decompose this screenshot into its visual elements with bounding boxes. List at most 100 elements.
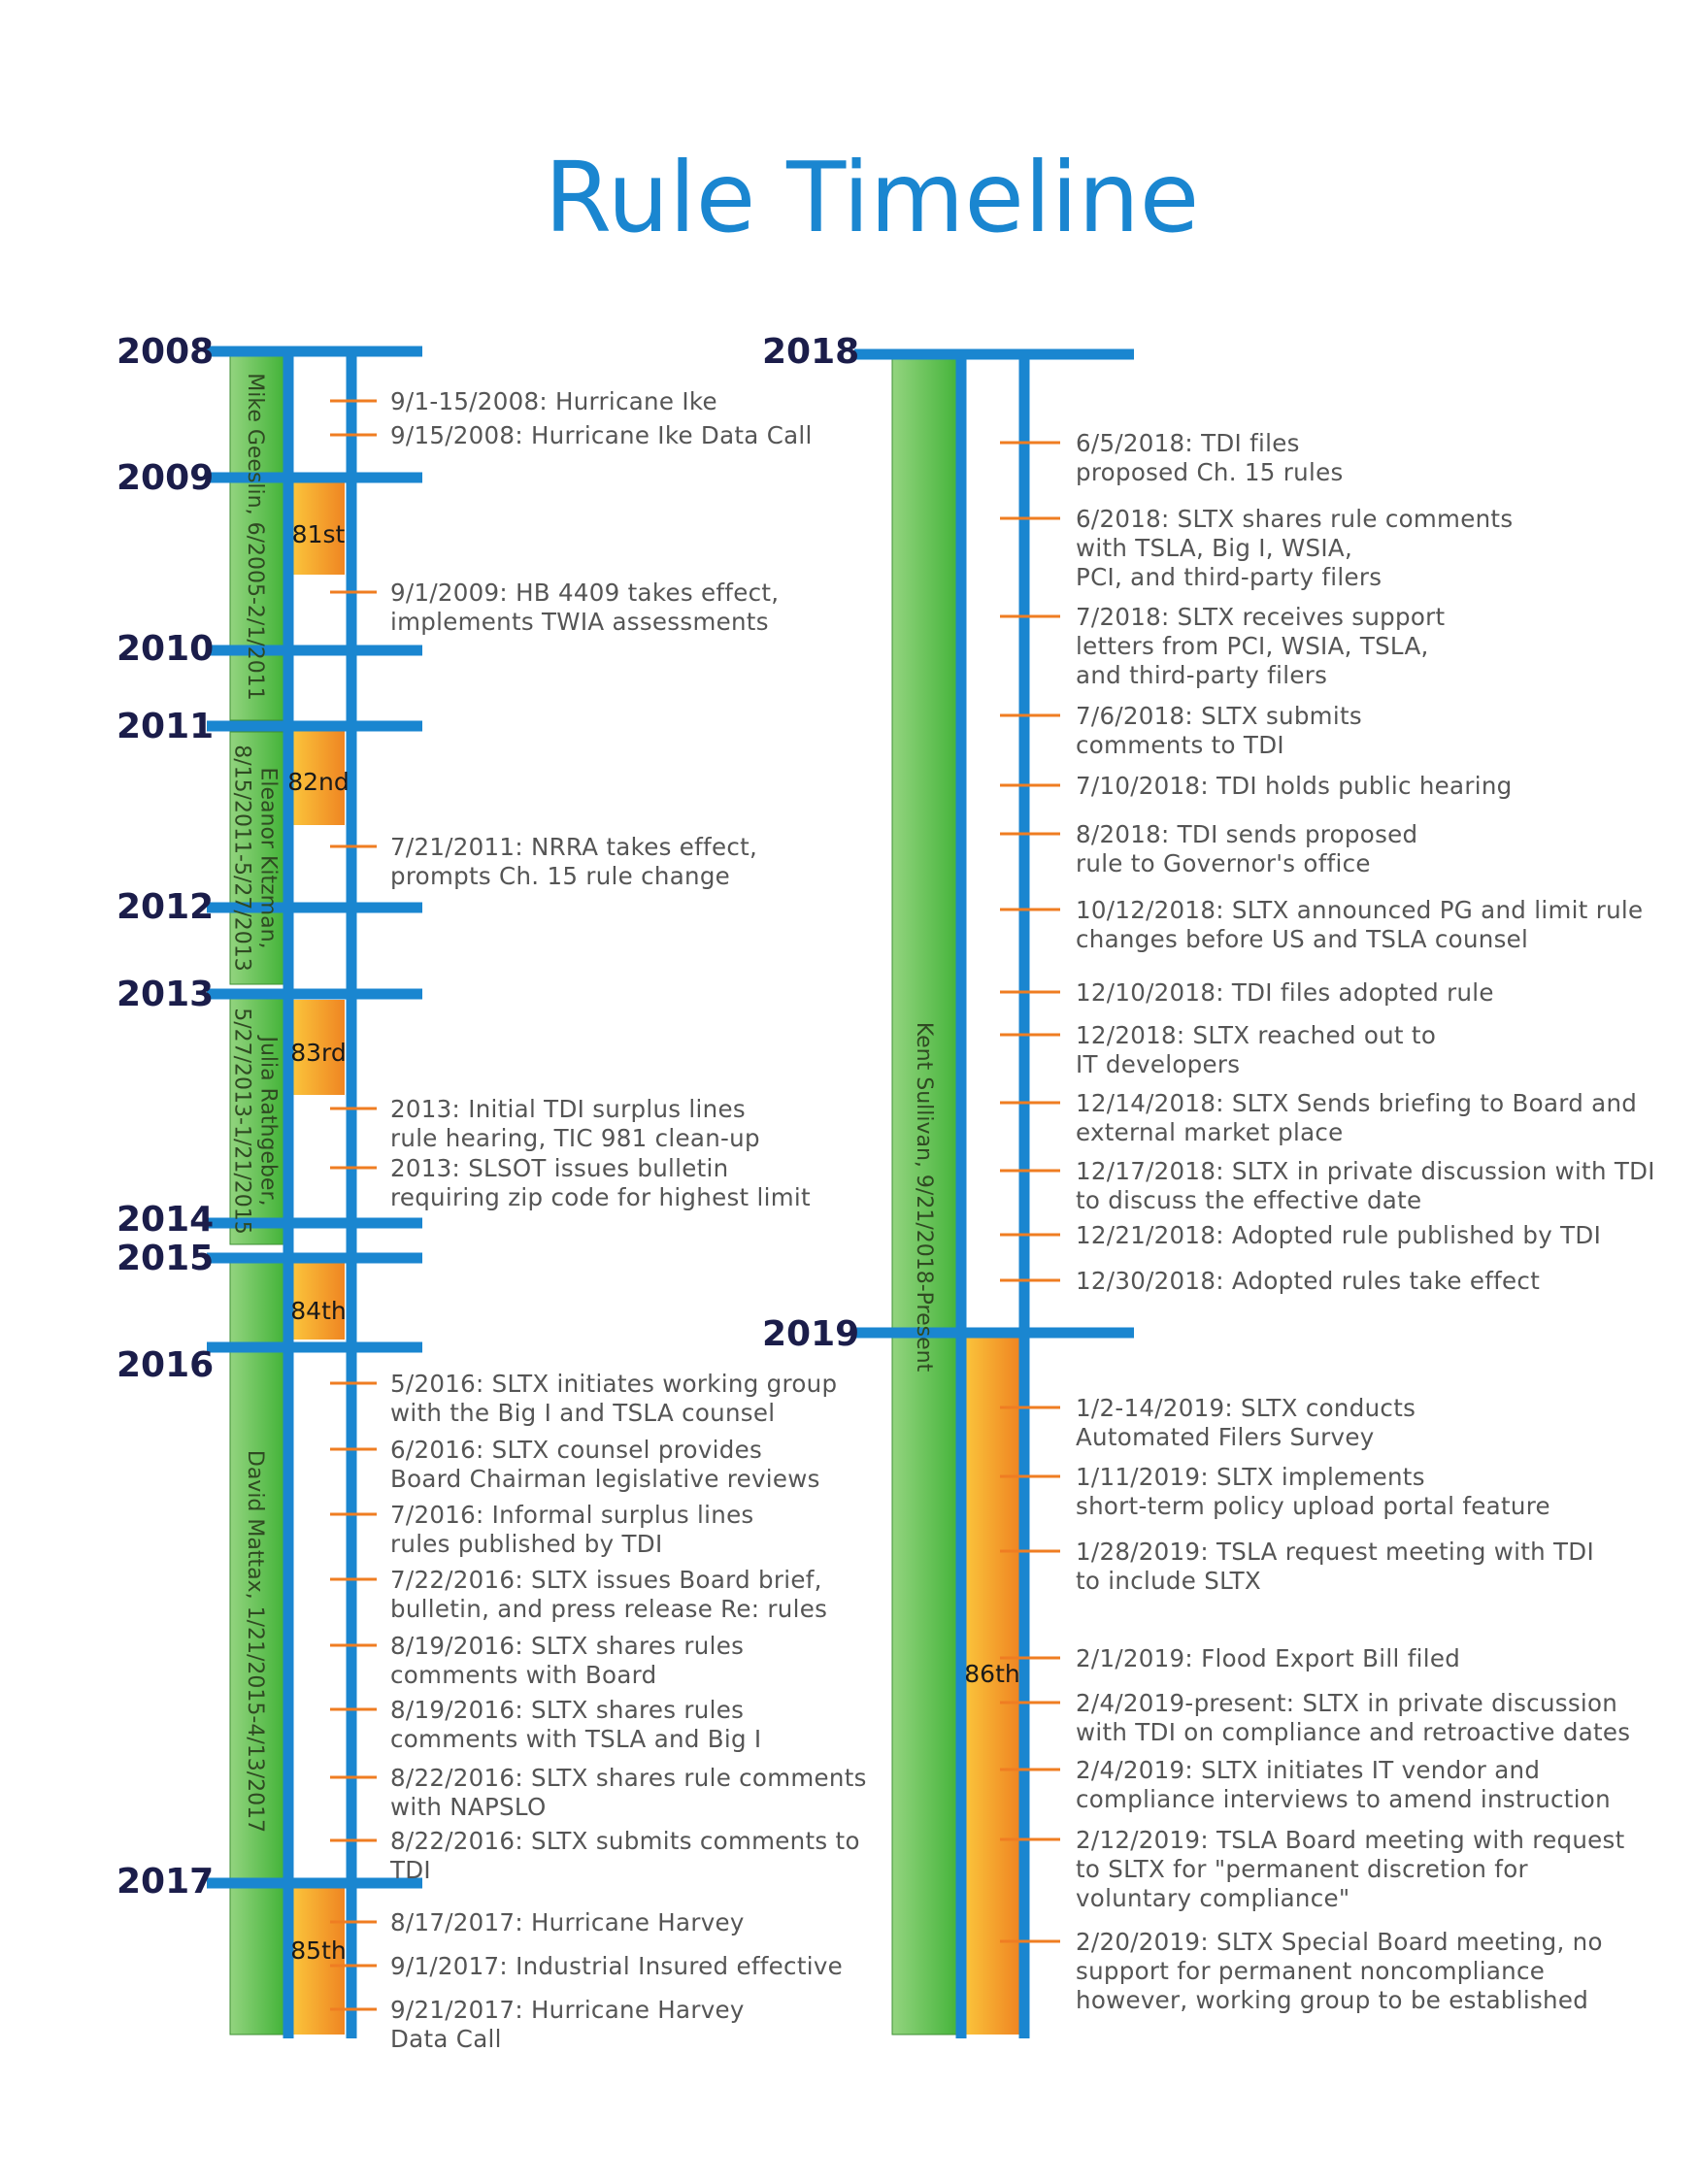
event-label-line: 6/2016: SLTX counsel provides [390, 1436, 762, 1464]
session-bar [291, 1257, 345, 1340]
event-label-line: 7/2018: SLTX receives support [1076, 603, 1446, 631]
left-event-label: 8/19/2016: SLTX shares rules comments wit… [390, 1632, 744, 1689]
right-event-label: 7/2018: SLTX receives support letters fro… [1076, 603, 1446, 689]
event-label-line: proposed Ch. 15 rules [1076, 458, 1344, 486]
event-label-line: 6/5/2018: TDI files [1076, 429, 1300, 457]
right-event-label: 8/2018: TDI sends proposed rule to Govern… [1076, 820, 1417, 877]
event-label-line: 2/1/2019: Flood Export Bill filed [1076, 1644, 1460, 1672]
event-label-line: voluntary compliance" [1076, 1884, 1349, 1912]
event-label-line: short-term policy upload portal feature [1076, 1492, 1550, 1520]
right-event-label: 10/12/2018: SLTX announced PG and limit … [1076, 896, 1643, 953]
event-label-line: rule to Governor's office [1076, 849, 1371, 877]
official-label-line: 5/27/2013-1/21/2015 [230, 1008, 254, 1235]
official-label: Eleanor Kitzman,8/15/2011-5/27/2013 [230, 745, 281, 972]
left-event-label: 7/22/2016: SLTX issues Board brief, bulle… [390, 1566, 827, 1623]
event-label-line: with TDI on compliance and retroactive d… [1076, 1718, 1630, 1746]
event-label-line: Data Call [390, 2025, 502, 2053]
left-event-label: 9/15/2008: Hurricane Ike Data Call [390, 421, 813, 449]
event-label-line: 9/1-15/2008: Hurricane Ike [390, 387, 717, 415]
year-label: 2009 [117, 458, 214, 498]
event-label-line: requiring zip code for highest limit [390, 1183, 811, 1211]
session-label: 83rd [290, 1039, 347, 1067]
left-event-label: 9/21/2017: Hurricane Harvey Data Call [390, 1996, 745, 2053]
official-label: David Mattax, 1/21/2015-4/13/2017 [243, 1450, 267, 1833]
session-bar [291, 482, 345, 575]
event-label-line: comments with Board [390, 1661, 656, 1689]
year-label: 2010 [117, 629, 214, 669]
year-label: 2014 [117, 1200, 214, 1240]
event-label-line: 12/21/2018: Adopted rule published by TD… [1076, 1221, 1601, 1249]
session-label: 86th [964, 1660, 1019, 1688]
event-label-line: to discuss the effective date [1076, 1186, 1421, 1214]
year-label: 2018 [762, 332, 859, 372]
right-event-label: 1/2-14/2019: SLTX conducts Automated File… [1076, 1394, 1416, 1451]
event-label-line: to include SLTX [1076, 1567, 1261, 1595]
event-label-line: comments to TDI [1076, 731, 1284, 759]
event-label-line: rules published by TDI [390, 1530, 662, 1558]
official-label-line: David Mattax, 1/21/2015-4/13/2017 [243, 1450, 267, 1833]
right-event-label: 6/2018: SLTX shares rule comments with TS… [1076, 505, 1513, 591]
year-label: 2013 [117, 975, 214, 1014]
official-label: Kent Sullivan, 9/21/2018-Present [912, 1022, 936, 1373]
event-label-line: 10/12/2018: SLTX announced PG and limit … [1076, 896, 1643, 924]
year-label: 2016 [117, 1345, 214, 1385]
event-label-line: comments with TSLA and Big I [390, 1725, 761, 1753]
event-label-line: 7/10/2018: TDI holds public hearing [1076, 772, 1513, 800]
event-label-line: however, working group to be established [1076, 1986, 1588, 2014]
right-event-label: 6/5/2018: TDI files proposed Ch. 15 rules [1076, 429, 1344, 486]
event-label-line: TDI [389, 1856, 431, 1884]
event-label-line: 9/21/2017: Hurricane Harvey [390, 1996, 745, 2024]
event-label-line: and third-party filers [1076, 661, 1327, 689]
right-event-label: 12/2018: SLTX reached out to IT developer… [1076, 1021, 1436, 1078]
official-label-line: Julia Rathgeber, [256, 1034, 281, 1206]
event-label-line: 12/2018: SLTX reached out to [1076, 1021, 1436, 1049]
event-label-line: 7/22/2016: SLTX issues Board brief, [390, 1566, 822, 1594]
event-label-line: 12/10/2018: TDI files adopted rule [1076, 978, 1494, 1007]
left-event-label: 8/17/2017: Hurricane Harvey [390, 1908, 745, 1936]
event-label-line: letters from PCI, WSIA, TSLA, [1076, 632, 1429, 660]
event-label-line: PCI, and third-party filers [1076, 563, 1382, 591]
event-label-line: 2013: Initial TDI surplus lines [390, 1095, 746, 1123]
session-bar [291, 1000, 345, 1095]
event-label-line: with NAPSLO [390, 1793, 547, 1821]
event-label-line: 8/22/2016: SLTX shares rule comments [390, 1764, 867, 1792]
session-label: 82nd [287, 768, 350, 796]
event-label-line: 1/11/2019: SLTX implements [1076, 1463, 1425, 1491]
event-label-line: compliance interviews to amend instructi… [1076, 1785, 1611, 1813]
right-event-label: 1/28/2019: TSLA request meeting with TDI… [1076, 1538, 1594, 1595]
year-label: 2017 [117, 1862, 214, 1902]
left-event-label: 5/2016: SLTX initiates working group with… [390, 1370, 837, 1427]
left-event-label: 8/19/2016: SLTX shares rules comments wit… [390, 1696, 761, 1753]
event-label-line: 8/22/2016: SLTX submits comments to [390, 1827, 860, 1855]
event-label-line: 7/21/2011: NRRA takes effect, [390, 833, 757, 861]
event-label-line: 5/2016: SLTX initiates working group [390, 1370, 837, 1398]
left-event-label: 8/22/2016: SLTX submits comments to TDI [389, 1827, 860, 1884]
left-event-label: 6/2016: SLTX counsel provides Board Chair… [390, 1436, 820, 1493]
year-label: 2015 [117, 1239, 214, 1278]
event-label-line: 8/2018: TDI sends proposed [1076, 820, 1417, 848]
event-label-line: 2013: SLSOT issues bulletin [390, 1154, 728, 1182]
left-event-label: 2013: Initial TDI surplus lines rule hear… [390, 1095, 760, 1152]
official-label: Mike Geeslin, 6/2005-2/1/2011 [243, 373, 267, 700]
official-label-line: 8/15/2011-5/27/2013 [230, 745, 254, 972]
event-label-line: changes before US and TSLA counsel [1076, 925, 1528, 953]
left-event-label: 9/1/2017: Industrial Insured effective [390, 1952, 843, 1980]
year-label: 2019 [762, 1314, 859, 1354]
right-event-label: 2/1/2019: Flood Export Bill filed [1076, 1644, 1460, 1672]
event-label-line: support for permanent noncompliance [1076, 1957, 1545, 1985]
event-label-line: with the Big I and TSLA counsel [390, 1399, 775, 1427]
left-event-label: 7/2016: Informal surplus lines rules publ… [390, 1501, 754, 1558]
official-label-line: Eleanor Kitzman, [256, 767, 281, 948]
event-label-line: 7/6/2018: SLTX submits [1076, 702, 1362, 730]
event-label-line: implements TWIA assessments [390, 608, 769, 636]
official-label-line: Mike Geeslin, 6/2005-2/1/2011 [243, 373, 267, 700]
event-label-line: 9/15/2008: Hurricane Ike Data Call [390, 421, 813, 449]
event-label-line: external market place [1076, 1118, 1344, 1146]
session-bar [291, 730, 345, 825]
session-bar [963, 1336, 1019, 2035]
official-label-line: Kent Sullivan, 9/21/2018-Present [912, 1022, 936, 1373]
event-label-line: rule hearing, TIC 981 clean-up [390, 1124, 760, 1152]
right-event-label: 2/4/2019: SLTX initiates IT vendor and co… [1076, 1756, 1611, 1813]
page-title: Rule Timeline [545, 141, 1200, 254]
year-label: 2012 [117, 887, 214, 927]
